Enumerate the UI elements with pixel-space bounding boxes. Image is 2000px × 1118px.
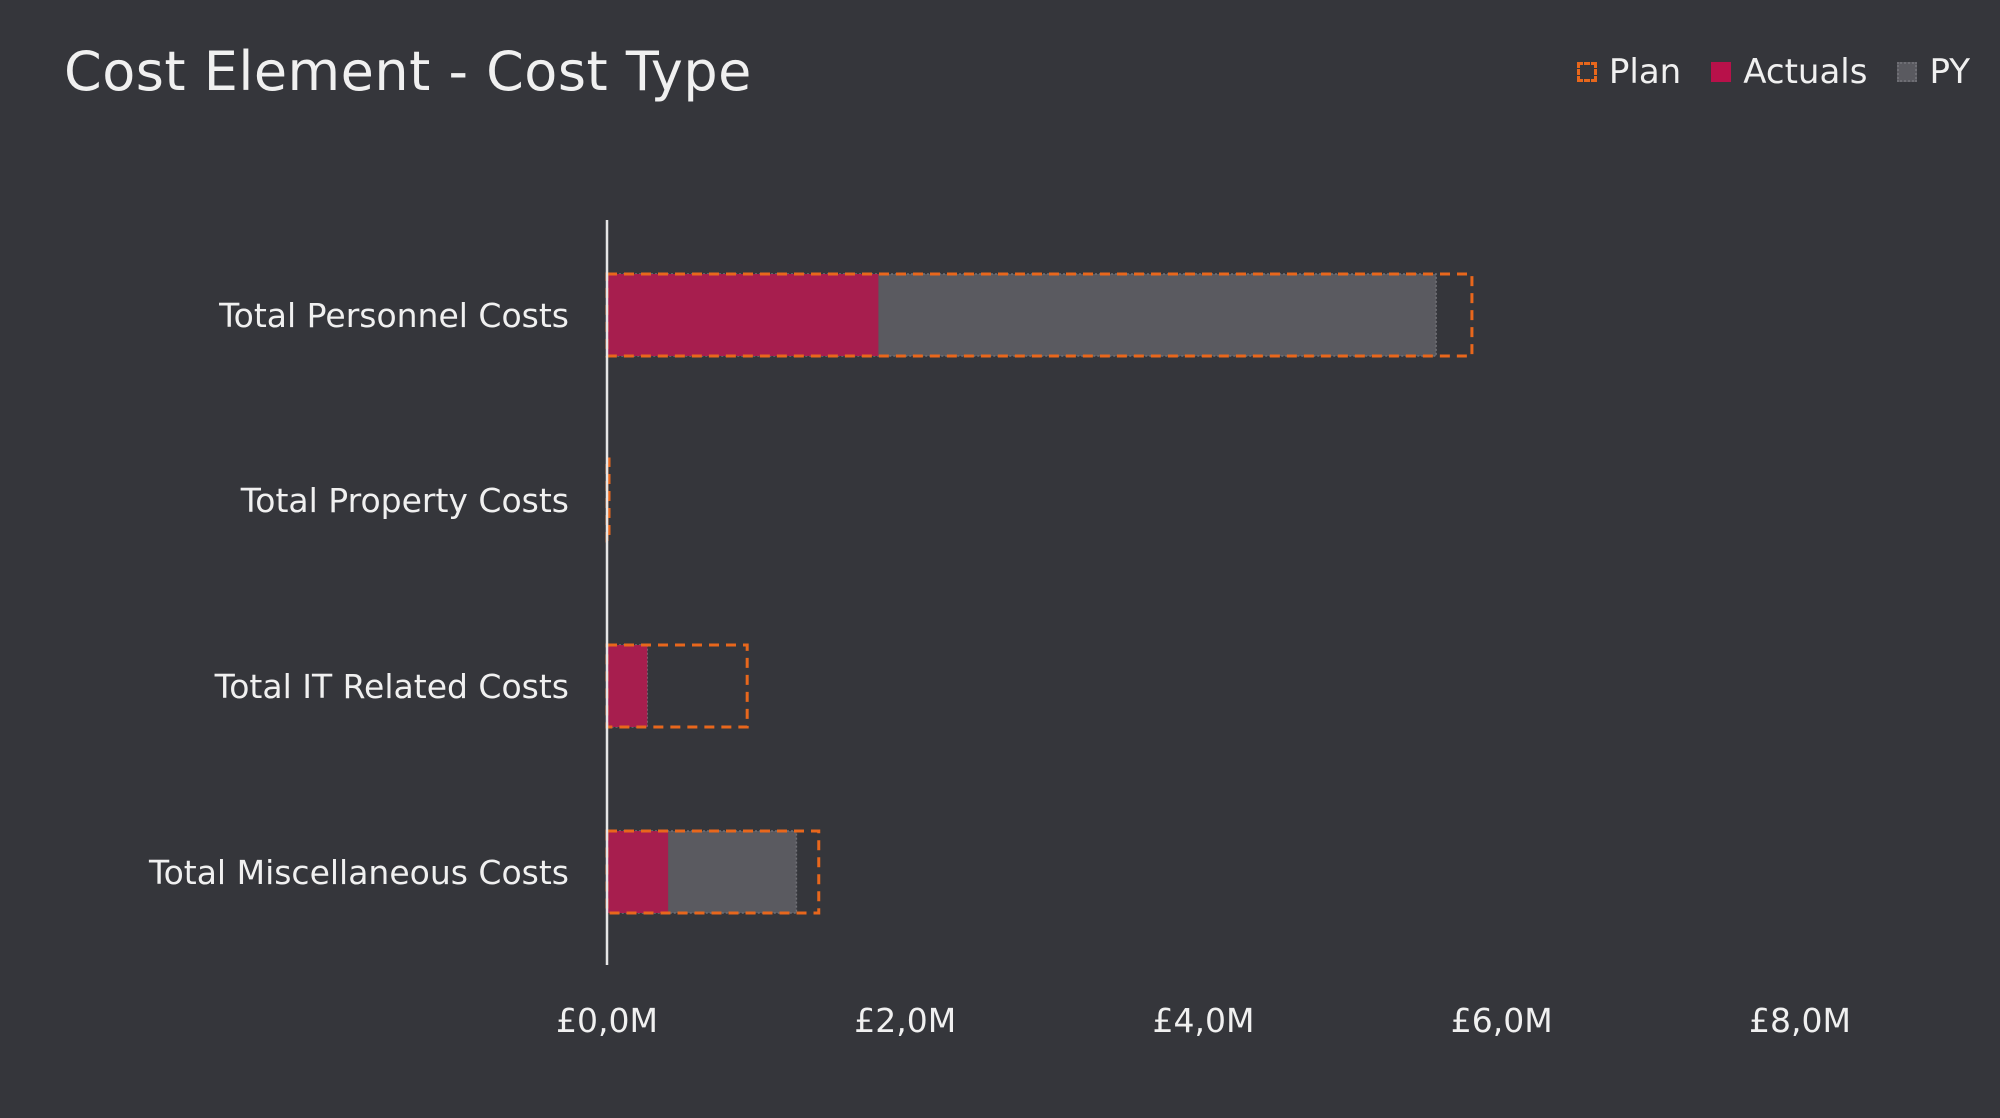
x-tick-label: £2,0M bbox=[854, 1001, 956, 1040]
actuals-bar[interactable] bbox=[607, 645, 648, 727]
actuals-bar[interactable] bbox=[607, 831, 669, 913]
category-label: Total Property Costs bbox=[240, 481, 569, 520]
plan-bar[interactable] bbox=[605, 643, 749, 729]
legend-item-py[interactable]: PY bbox=[1897, 52, 1970, 92]
legend-item-plan[interactable]: Plan bbox=[1576, 52, 1682, 92]
legend-label-py: PY bbox=[1929, 52, 1970, 92]
legend-item-actuals[interactable]: Actuals bbox=[1711, 52, 1867, 92]
category-label: Total Miscellaneous Costs bbox=[148, 853, 569, 892]
plan-bar[interactable] bbox=[605, 272, 1474, 358]
x-tick-label: £0,0M bbox=[556, 1001, 658, 1040]
legend-label-plan: Plan bbox=[1608, 52, 1682, 92]
x-tick-label: £8,0M bbox=[1749, 1001, 1851, 1040]
actuals-swatch-icon bbox=[1711, 62, 1732, 82]
x-tick-label: £6,0M bbox=[1451, 1001, 1553, 1040]
category-label: Total Personnel Costs bbox=[218, 296, 569, 335]
legend-label-actuals: Actuals bbox=[1743, 52, 1868, 92]
chart-title: Cost Element - Cost Type bbox=[64, 40, 752, 103]
actuals-bar[interactable] bbox=[607, 274, 879, 356]
plan-swatch-icon bbox=[1576, 62, 1597, 82]
x-tick-label: £4,0M bbox=[1153, 1001, 1255, 1040]
py-swatch-icon bbox=[1897, 62, 1918, 82]
legend: Plan Actuals PY bbox=[1576, 52, 1970, 92]
category-label: Total IT Related Costs bbox=[214, 667, 569, 706]
